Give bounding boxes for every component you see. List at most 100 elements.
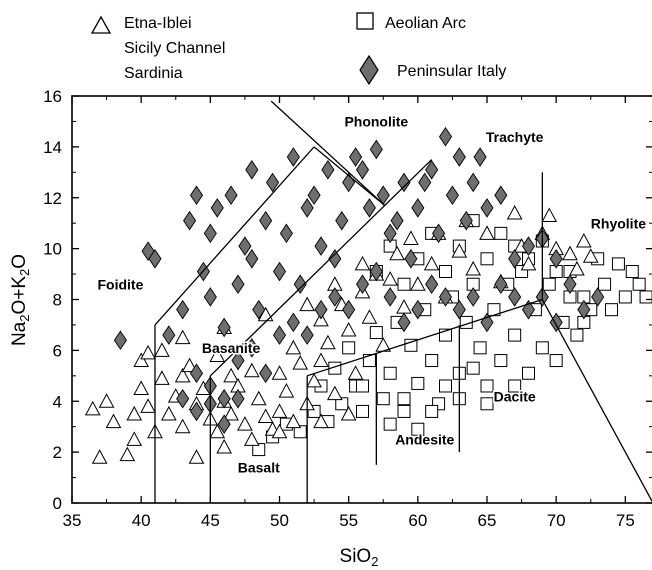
diamond-point	[286, 312, 300, 333]
triangle-point	[382, 271, 399, 286]
diamond-point	[425, 159, 439, 180]
square-point	[480, 252, 494, 266]
diamond-point	[563, 274, 577, 295]
diamond-point	[307, 185, 321, 206]
x-tick-label: 35	[63, 511, 82, 530]
y-tick-label: 16	[43, 87, 62, 106]
triangle-point	[119, 446, 136, 462]
y-tick-label: 6	[53, 341, 62, 360]
triangle-point	[105, 413, 122, 429]
legend-label-sicily-channel: Sicily Channel	[124, 40, 225, 57]
triangle-point	[181, 357, 198, 373]
square-point	[466, 361, 480, 375]
triangle-point	[216, 438, 233, 454]
square-point	[383, 417, 397, 431]
triangle-point	[451, 243, 468, 258]
square-point	[639, 290, 652, 304]
triangle-point	[126, 405, 143, 421]
x-axis-title: SiO2	[340, 546, 379, 569]
y-tick-label: 0	[53, 494, 62, 513]
square-point	[625, 265, 639, 279]
legend-entry-peninsular: Peninsular Italy	[359, 54, 506, 86]
diamond-point	[189, 401, 204, 422]
diamond-point	[425, 274, 439, 295]
diamond-point	[494, 274, 508, 295]
diamond-point	[508, 287, 522, 307]
diamond-point	[355, 159, 370, 180]
diamond-point	[473, 147, 487, 167]
triangle-point	[465, 260, 482, 276]
square-point	[376, 392, 390, 406]
y-axis-ticks: 0 2 4 6 8 10 12 14 16	[43, 87, 652, 513]
diamond-point	[189, 185, 204, 206]
square-point	[494, 226, 508, 240]
square-point	[605, 303, 618, 317]
triangle-point	[562, 245, 578, 261]
diamond-point	[176, 299, 190, 320]
diamond-point	[369, 261, 383, 282]
field-boundary-line	[209, 159, 433, 377]
diamond-point	[577, 299, 591, 320]
triangle-point	[91, 449, 108, 464]
triangle-point	[133, 380, 150, 396]
diamond-point	[224, 185, 238, 206]
diamond-point	[549, 312, 563, 333]
triangle-point	[174, 367, 191, 383]
x-tick-label: 65	[478, 511, 497, 530]
field-label-trachyte: Trachyte	[486, 129, 544, 145]
diamond-point	[466, 287, 480, 307]
field-label-dacite: Dacite	[494, 388, 536, 404]
legend-label-peninsular-italy: Peninsular Italy	[397, 63, 506, 80]
diamond-point	[411, 299, 425, 320]
triangle-point	[257, 408, 274, 424]
square-point	[508, 328, 522, 342]
field-boundary-line	[313, 146, 386, 206]
field-labels: Foidite Basanite Basalt Andesite Dacite Phono…	[96, 112, 648, 477]
x-tick-label: 60	[408, 511, 427, 530]
diamond-point	[189, 363, 204, 384]
diamond-point	[404, 248, 418, 269]
triangle-point	[84, 400, 101, 416]
triangle-point	[285, 413, 302, 429]
diamond-point	[459, 210, 473, 231]
diamond-point	[418, 172, 432, 193]
square-point	[356, 379, 369, 393]
square-point	[494, 354, 508, 368]
diamond-point	[252, 299, 266, 320]
legend-entry-aeolian: Aeolian Arc	[356, 12, 466, 32]
triangle-point	[403, 230, 419, 245]
y-tick-label: 10	[43, 240, 62, 259]
square-point	[542, 277, 556, 291]
triangle-point	[340, 321, 357, 337]
square-point	[397, 404, 411, 418]
triangle-point	[340, 405, 357, 421]
diamond-point	[238, 236, 252, 256]
triangle-point	[140, 398, 156, 413]
square-point	[618, 290, 632, 304]
y-axis-title: Na2O+K2O	[9, 254, 32, 346]
square-point	[362, 354, 376, 368]
y-tick-label: 14	[43, 138, 62, 157]
diamond-point	[383, 287, 397, 307]
diamond-point	[452, 299, 466, 320]
square-point	[404, 338, 418, 352]
triangle-point	[326, 385, 343, 401]
triangle-point	[347, 365, 364, 380]
diamond-point	[217, 414, 231, 434]
square-point	[611, 257, 625, 271]
y-tick-label: 2	[53, 443, 62, 462]
triangle-point	[209, 423, 226, 439]
legend: Etna-Iblei Sicily Channel Sardinia Aeoli…	[90, 12, 506, 86]
diamond-point	[245, 159, 259, 180]
diamond-point	[203, 223, 217, 244]
diamond-point	[349, 147, 363, 167]
diamond-point	[314, 236, 328, 256]
triangle-point	[133, 352, 150, 368]
legend-label-etna-iblei: Etna-Iblei	[124, 15, 192, 32]
field-label-basanite: Basanite	[202, 340, 261, 356]
square-point	[632, 277, 646, 291]
diamond-point	[113, 330, 127, 351]
square-point	[397, 277, 411, 291]
triangle-point	[271, 365, 288, 380]
